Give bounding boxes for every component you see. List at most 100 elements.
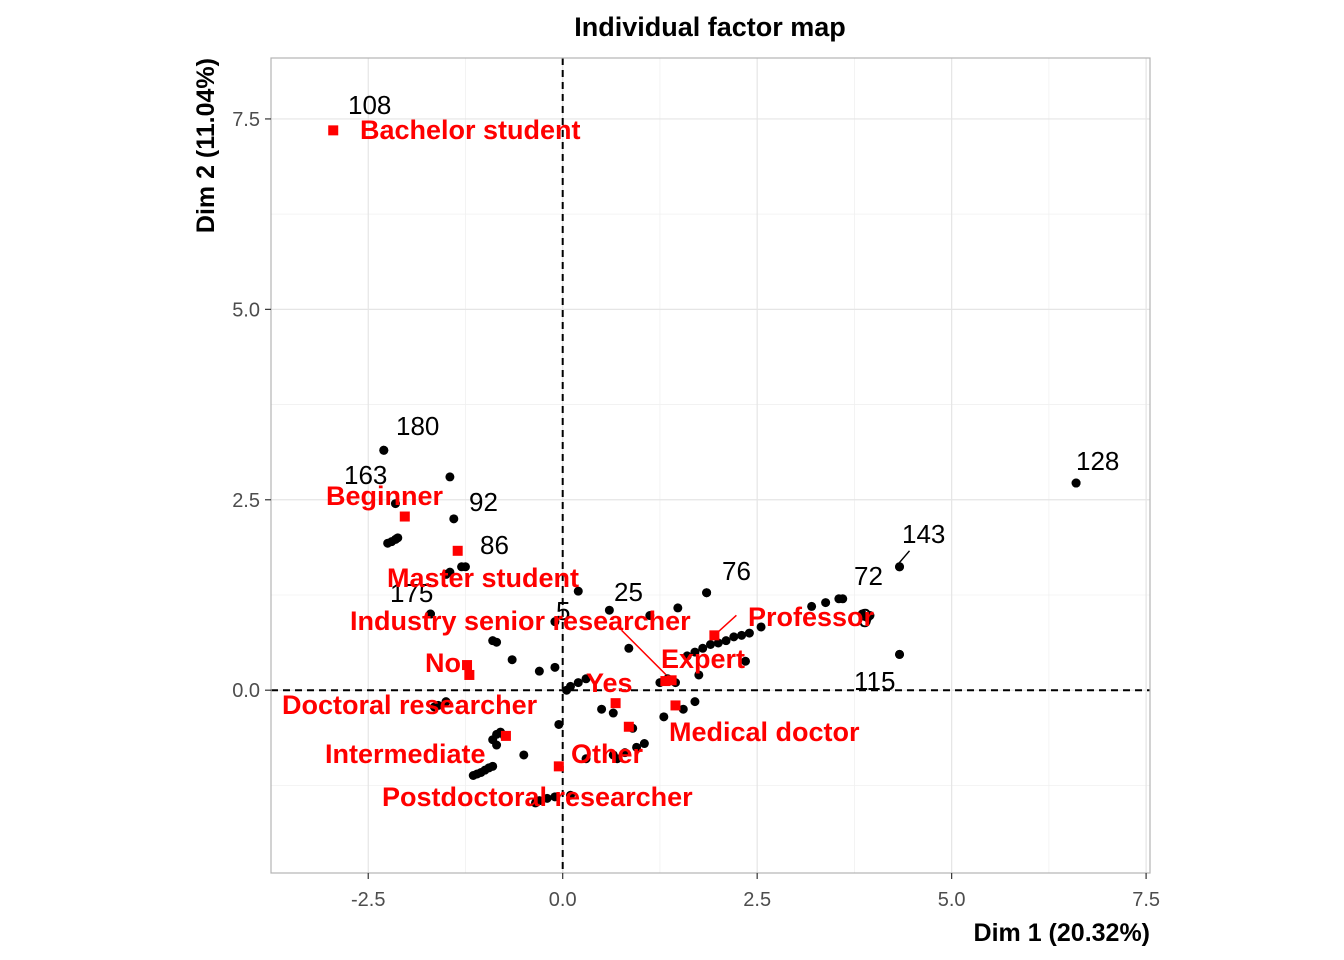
category-label: No [425,648,461,678]
individual-point [429,702,439,712]
individual-point [604,605,614,615]
y-axis-ticks: 0.0 2.5 5.0 7.5 [232,109,271,702]
y-tick-label: 0.0 [232,680,260,702]
individual-point [530,798,540,808]
individual-point [565,790,575,800]
category-point [500,730,511,741]
reference-lines [271,58,1150,873]
individual-point [624,643,634,653]
individual-point [550,617,560,627]
individual-point [744,628,754,638]
category-point [623,721,634,732]
individual-point [706,639,715,649]
individual-point [639,739,649,749]
category-point [399,511,410,522]
individual-point [390,499,400,509]
individual-point [865,611,875,621]
individual-point [821,598,831,608]
individual-label: 175 [390,578,433,608]
individual-label: 143 [902,519,945,549]
y-tick-label: 7.5 [232,109,260,131]
individual-point [690,697,700,707]
individual-label: 25 [614,577,643,607]
category-label: Beginner [326,481,444,511]
individual-labels: 108 180 163 92 86 175 5 25 76 72 9 115 143 128 [344,90,1119,696]
leader-line [621,629,671,679]
category-label: Postdoctoral researcher [382,782,693,812]
x-axis-ticks: -2.5 0.0 2.5 5.0 7.5 [351,873,1160,911]
category-label: Industry senior researcher [350,606,691,636]
category-label: Professor [748,602,875,632]
individual-label: 128 [1076,446,1119,476]
category-label: Bachelor student [360,115,581,145]
category-label: Doctoral researcher [282,690,538,720]
individual-label: 9 [858,603,872,633]
category-labels: Bachelor student Beginner Master student In… [282,115,875,812]
individual-point [741,656,751,666]
individual-point [441,569,451,579]
y-tick-label: 5.0 [232,299,260,321]
individual-point [702,588,712,598]
category-point [670,700,681,711]
individual-point [838,594,848,604]
individual-label: 72 [854,561,883,591]
individual-point [673,603,683,613]
category-point [462,660,473,671]
x-tick-label: 2.5 [743,889,771,911]
individual-point [492,637,502,647]
individual-point [620,748,630,758]
category-point [709,630,720,641]
category-point [610,698,621,709]
y-tick-label: 2.5 [232,490,260,512]
individual-point [645,611,655,621]
category-point [660,676,671,687]
individual-point [895,649,905,659]
individual-point [756,622,766,632]
individual-label: 163 [344,460,387,490]
individual-point [507,655,517,665]
individual-point [597,704,607,714]
individual-point [698,643,708,653]
individual-points [328,125,1081,808]
x-axis-title: Dim 1 (20.32%) [974,919,1150,947]
x-tick-label: 0.0 [549,889,577,911]
individual-label: 115 [854,666,895,696]
individual-point [573,678,583,688]
individual-point [492,740,502,750]
individual-point [713,638,723,648]
x-tick-label: 7.5 [1132,889,1160,911]
individual-point [729,632,739,642]
category-point [452,545,463,556]
individual-point [1071,478,1081,488]
individual-point [519,750,529,760]
individual-point [550,662,560,672]
individual-point [565,681,575,691]
category-point [328,125,339,136]
individual-point [682,651,692,661]
individual-point [379,445,389,455]
individual-point [460,562,470,572]
y-axis-title: Dim 2 (11.04%) [192,58,220,233]
chart-title: Individual factor map [574,12,846,42]
category-points [328,125,720,772]
individual-point [807,601,817,611]
individual-point [690,647,700,657]
individual-point [737,630,747,640]
category-label: Expert [661,644,745,674]
category-point [553,761,564,772]
category-label: Medical doctor [669,717,860,747]
x-tick-label: 5.0 [938,889,966,911]
individual-label: 92 [469,487,498,517]
individual-point [678,704,688,714]
individual-point [721,636,731,646]
category-label: Intermediate [325,739,486,769]
category-label: Other [571,739,644,769]
grid-lines [270,58,1150,873]
category-point [666,675,677,686]
individual-point [445,472,455,482]
individual-label: 5 [556,596,570,626]
individual-point [612,754,622,764]
individual-label: 180 [396,411,439,441]
individual-point [550,792,560,802]
individual-point [441,697,451,707]
